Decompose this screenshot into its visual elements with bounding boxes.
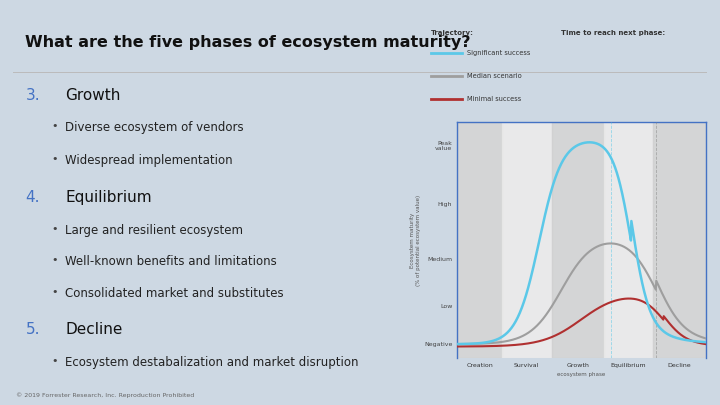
Text: •: • xyxy=(51,121,58,130)
Text: Large and resilient ecosystem: Large and resilient ecosystem xyxy=(65,224,243,237)
Text: Time to reach next phase:: Time to reach next phase: xyxy=(562,30,665,36)
Text: Survival: Survival xyxy=(514,363,539,368)
Text: Decline: Decline xyxy=(65,322,122,337)
Text: ecosystem phase: ecosystem phase xyxy=(557,372,606,377)
Text: 4.: 4. xyxy=(25,190,40,205)
Bar xyxy=(457,122,502,358)
Text: Equilibrium: Equilibrium xyxy=(65,190,152,205)
Text: Creation: Creation xyxy=(466,363,493,368)
Text: •: • xyxy=(51,224,58,234)
Y-axis label: Ecosystem maturity
(% of potential ecosystem value): Ecosystem maturity (% of potential ecosy… xyxy=(410,194,421,286)
Text: Equilibrium: Equilibrium xyxy=(611,363,647,368)
Text: 5.: 5. xyxy=(25,322,40,337)
Text: Decline: Decline xyxy=(667,363,691,368)
Text: Widespread implementation: Widespread implementation xyxy=(65,153,233,167)
Text: Minimal success: Minimal success xyxy=(467,96,521,102)
Text: Significant success: Significant success xyxy=(467,50,531,56)
Text: •: • xyxy=(51,255,58,265)
Text: Diverse ecosystem of vendors: Diverse ecosystem of vendors xyxy=(65,121,243,134)
Text: •: • xyxy=(51,153,58,164)
Text: 3.: 3. xyxy=(25,88,40,103)
Text: Growth: Growth xyxy=(566,363,589,368)
Text: What are the five phases of ecosystem maturity?: What are the five phases of ecosystem ma… xyxy=(25,35,471,50)
Text: •: • xyxy=(51,356,58,366)
Text: Ecosystem destabalization and market disruption: Ecosystem destabalization and market dis… xyxy=(65,356,359,369)
Text: Trajectory:: Trajectory: xyxy=(431,30,474,36)
Text: •: • xyxy=(51,287,58,296)
Bar xyxy=(552,122,604,358)
Text: Growth: Growth xyxy=(65,88,120,103)
Bar xyxy=(654,122,706,358)
Bar xyxy=(604,122,654,358)
Text: Median scenario: Median scenario xyxy=(467,73,522,79)
Bar xyxy=(502,122,552,358)
Text: Well-known benefits and limitations: Well-known benefits and limitations xyxy=(65,255,276,268)
Text: Consolidated market and substitutes: Consolidated market and substitutes xyxy=(65,287,284,300)
Text: © 2019 Forrester Research, Inc. Reproduction Prohibited: © 2019 Forrester Research, Inc. Reproduc… xyxy=(16,392,194,398)
